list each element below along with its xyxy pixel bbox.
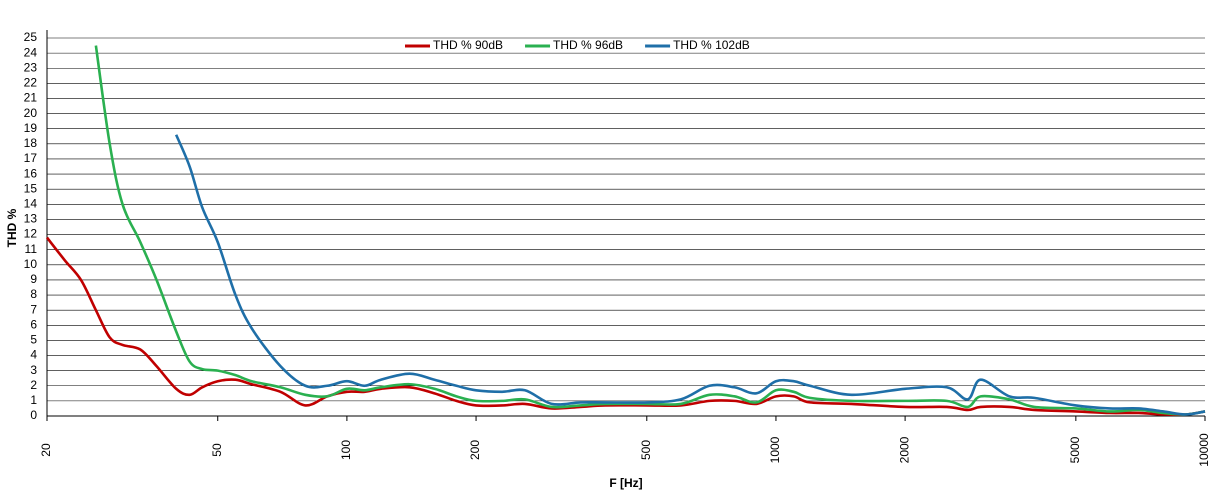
legend-label: THD % 102dB (673, 38, 750, 52)
series-line (94, 45, 1206, 416)
y-tick-label: 6 (30, 317, 37, 331)
y-tick-label: 5 (30, 333, 37, 347)
y-tick-label: 13 (24, 212, 38, 226)
legend-label: THD % 96dB (553, 38, 623, 52)
y-tick-label: 1 (30, 393, 37, 407)
y-tick-label: 11 (25, 242, 38, 256)
x-tick-label: 200 (468, 440, 482, 460)
y-tick-label: 0 (30, 408, 37, 422)
y-tick-label: 16 (24, 166, 38, 180)
x-tick-label: 100 (339, 440, 353, 460)
legend-label: THD % 90dB (433, 38, 503, 52)
y-tick-label: 7 (30, 302, 37, 316)
y-tick-label: 4 (30, 348, 37, 362)
y-tick-label: 10 (24, 257, 38, 271)
x-tick-label: 2000 (897, 436, 911, 463)
y-tick-label: 12 (24, 227, 38, 241)
y-tick-label: 19 (24, 121, 38, 135)
y-tick-label: 3 (30, 363, 37, 377)
y-tick-label: 17 (24, 151, 38, 165)
x-tick-label: 500 (639, 440, 653, 460)
y-tick-label: 14 (24, 196, 38, 210)
y-tick-label: 21 (24, 91, 38, 105)
series-line (45, 236, 1206, 417)
y-tick-label: 18 (24, 136, 38, 150)
y-tick-label: 20 (24, 106, 38, 120)
y-tick-label: 25 (24, 30, 38, 44)
x-tick-label: 50 (210, 443, 224, 457)
y-tick-label: 8 (30, 287, 37, 301)
y-tick-label: 23 (24, 60, 38, 74)
y-axis-title: THD % (5, 208, 19, 247)
y-tick-label: 15 (24, 181, 38, 195)
y-tick-label: 2 (30, 378, 37, 392)
y-tick-label: 22 (24, 76, 38, 90)
y-tick-label: 24 (24, 45, 38, 59)
series-line (174, 134, 1206, 416)
x-tick-label: 1000 (768, 436, 782, 463)
y-tick-label: 9 (30, 272, 37, 286)
x-axis-title: F [Hz] (609, 476, 642, 490)
x-tick-label: 20 (39, 443, 53, 457)
x-tick-label: 5000 (1068, 436, 1082, 463)
x-tick-label: 10000 (1197, 433, 1211, 467)
